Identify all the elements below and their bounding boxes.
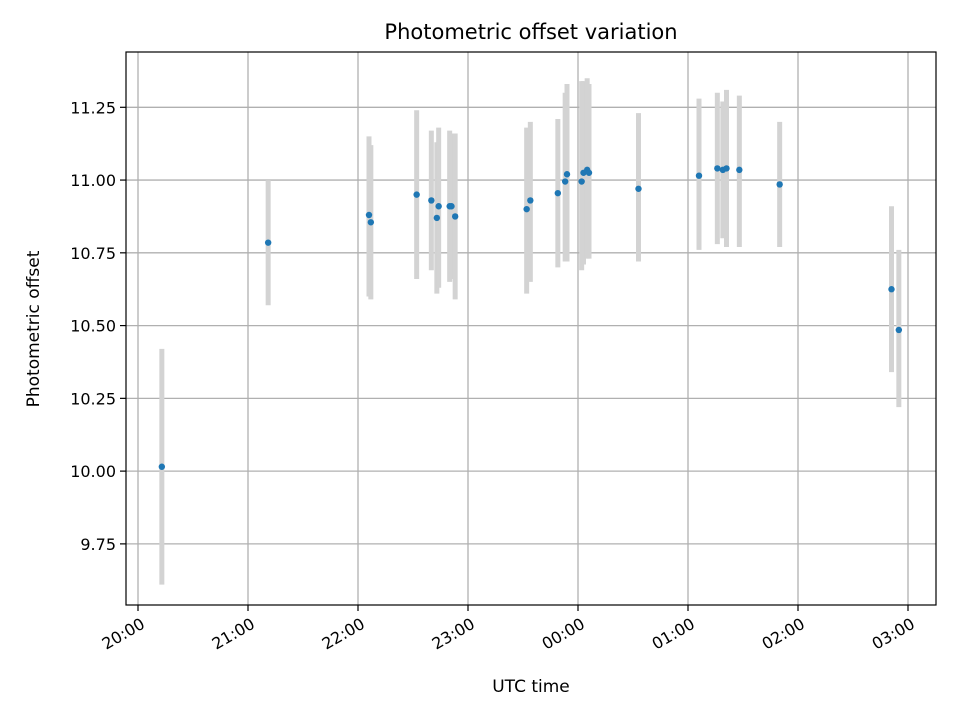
data-point [448, 203, 455, 210]
data-point [585, 169, 593, 176]
y-tick-label: 9.75 [80, 535, 116, 554]
data-point [435, 203, 442, 210]
data-point [723, 165, 730, 172]
data-point [563, 171, 571, 178]
data-point [428, 197, 435, 204]
y-tick-label: 11.00 [70, 171, 116, 190]
data-point [264, 239, 272, 246]
data-point [554, 189, 562, 197]
plot-frame [125, 51, 937, 606]
data-point [736, 166, 743, 174]
data-point [635, 185, 642, 192]
y-axis-label: Photometric offset [24, 250, 44, 407]
y-tick-label: 10.75 [70, 244, 116, 263]
data-point [365, 211, 373, 219]
y-tick-label: 10.25 [70, 389, 116, 408]
data-point [158, 463, 166, 470]
data-point [895, 326, 903, 334]
data-point [451, 213, 459, 220]
x-axis-label: UTC time [492, 677, 570, 697]
data-point [695, 172, 703, 179]
chart-title: Photometric offset variation [384, 20, 677, 44]
data-point [561, 178, 569, 185]
data-point [776, 181, 783, 188]
data-point [367, 219, 375, 226]
y-tick-label: 10.50 [70, 317, 116, 336]
y-tick-label: 11.25 [70, 98, 116, 117]
data-point [888, 286, 895, 293]
data-point [433, 214, 441, 222]
data-point [714, 165, 721, 172]
data-point [527, 197, 534, 204]
point-layer [158, 165, 903, 470]
data-point [413, 191, 420, 198]
y-tick-label: 10.00 [70, 462, 116, 481]
data-point [523, 205, 530, 213]
data-point [578, 178, 585, 185]
